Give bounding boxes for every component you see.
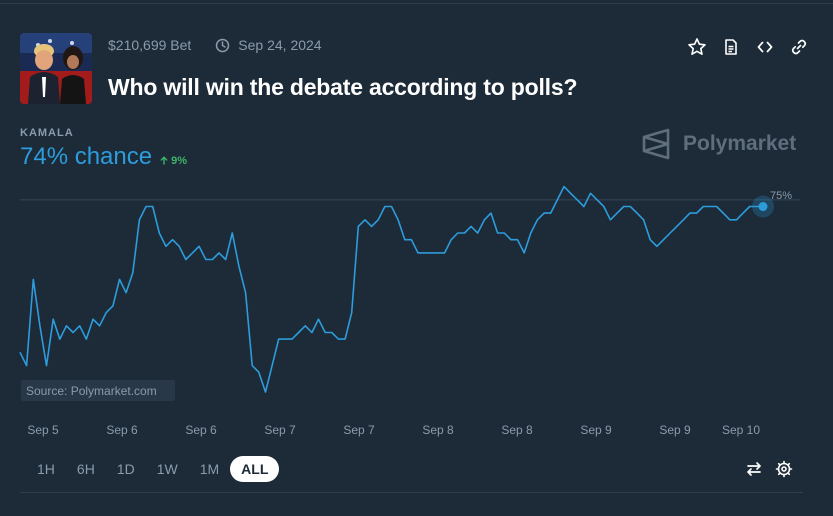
top-divider	[0, 3, 833, 4]
chance-change: 9%	[160, 155, 187, 167]
endpoint-marker	[758, 202, 768, 212]
chance-row: 74% chance 9%	[20, 143, 187, 171]
settings-gear-icon[interactable]	[774, 459, 794, 479]
market-meta: $210,699 Bet Sep 24, 2024	[108, 37, 322, 53]
price-chart[interactable]: 75% Source: Polymarket.com Sep 5 Sep 6 Sep 6…	[0, 180, 833, 450]
market-date: Sep 24, 2024	[238, 37, 322, 53]
star-icon[interactable]	[686, 36, 708, 58]
series-line	[19, 185, 763, 393]
x-tick-label: Sep 10	[722, 423, 760, 437]
source-box	[21, 380, 175, 401]
x-tick-label: Sep 8	[422, 423, 454, 437]
document-icon[interactable]	[720, 36, 742, 58]
x-tick-label: Sep 9	[580, 423, 612, 437]
brand-name: Polymarket	[683, 132, 797, 155]
link-icon[interactable]	[788, 36, 810, 58]
x-tick-label: Sep 7	[343, 423, 375, 437]
x-tick-label: Sep 9	[659, 423, 691, 437]
x-tick-label: Sep 6	[185, 423, 217, 437]
clock-icon	[215, 38, 230, 53]
source-label: Source: Polymarket.com	[26, 384, 157, 398]
code-icon[interactable]	[754, 36, 776, 58]
x-tick-label: Sep 5	[27, 423, 59, 437]
bet-volume: $210,699 Bet	[108, 37, 192, 53]
chart-tools	[744, 459, 794, 479]
range-button-1h[interactable]: 1H	[37, 461, 55, 477]
range-button-1m[interactable]: 1M	[199, 461, 220, 477]
brand-watermark: Polymarket	[641, 128, 796, 160]
arrow-up-icon	[160, 156, 168, 165]
polymarket-logo-icon	[642, 128, 670, 160]
market-title: Who will win the debate according to pol…	[108, 74, 578, 100]
bottom-divider	[20, 492, 803, 493]
range-button-all[interactable]: ALL	[230, 456, 280, 482]
range-button-1w[interactable]: 1W	[156, 461, 178, 477]
reference-label: 75%	[770, 190, 792, 202]
market-actions	[686, 36, 810, 58]
chance-change-value: 9%	[171, 155, 187, 167]
x-tick-label: Sep 6	[106, 423, 138, 437]
range-button-6h[interactable]: 6H	[76, 461, 95, 477]
swap-icon[interactable]	[744, 459, 764, 479]
market-thumbnail	[20, 33, 92, 104]
x-tick-label: Sep 8	[501, 423, 533, 437]
outcome-label: KAMALA	[20, 127, 74, 139]
range-button-1d[interactable]: 1D	[116, 461, 135, 477]
range-selector: 1H 6H 1D 1W 1M ALL	[26, 456, 280, 482]
chance-value: 74% chance	[20, 143, 153, 170]
x-tick-label: Sep 7	[264, 423, 296, 437]
